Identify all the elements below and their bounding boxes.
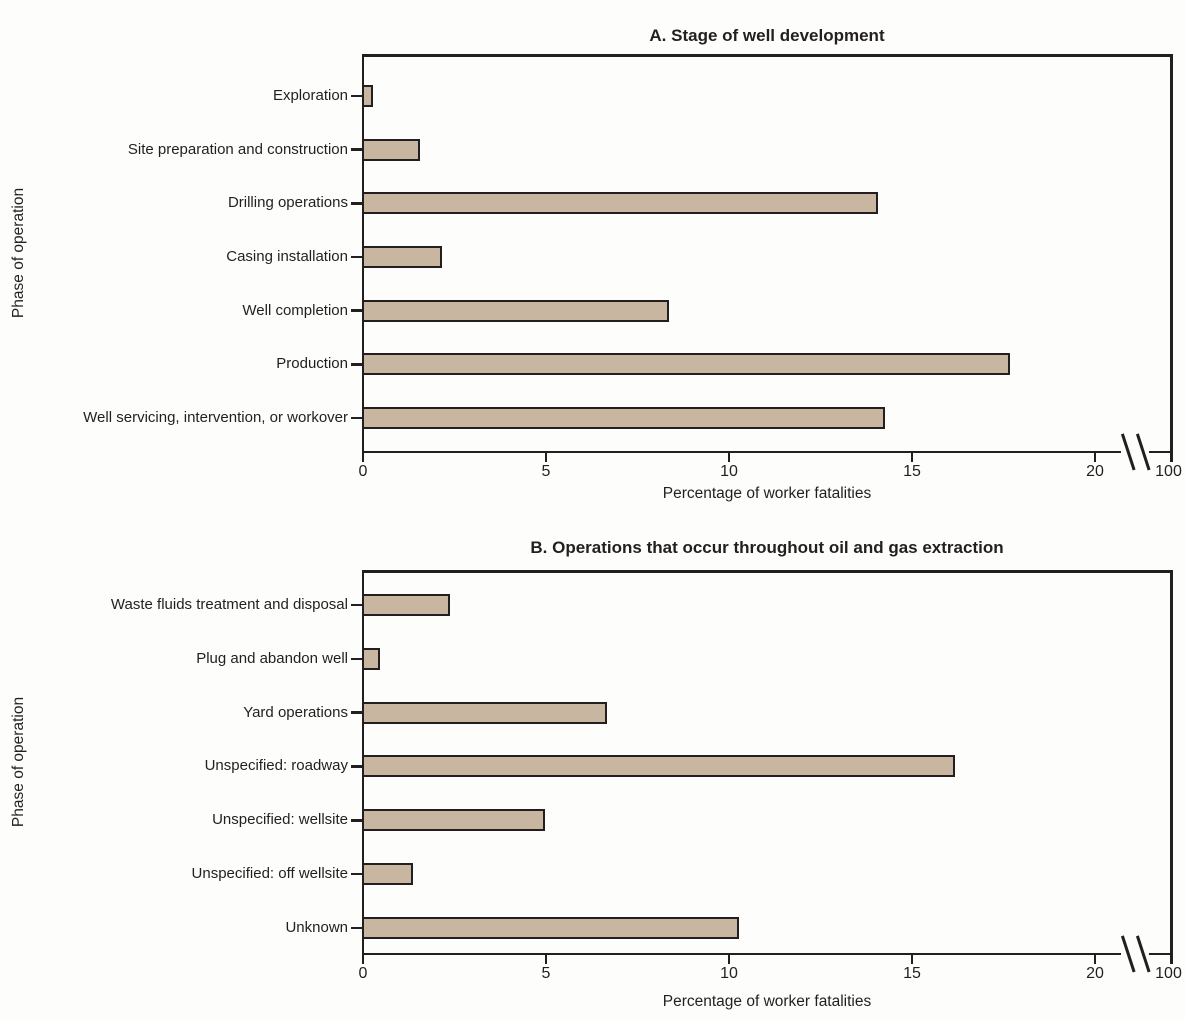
x-tick-label: 0 xyxy=(358,965,368,982)
x-tick-label: 10 xyxy=(720,463,738,480)
panel-b-x-axis-line xyxy=(1149,952,1173,955)
category-label: Exploration xyxy=(272,87,348,104)
y-tick xyxy=(351,255,362,259)
panel-a-title: A. Stage of well development xyxy=(649,26,885,45)
y-tick xyxy=(351,416,362,420)
category-label: Well servicing, intervention, or workove… xyxy=(83,409,348,427)
category-label: Site preparation and construction xyxy=(127,140,348,158)
category-label: Production xyxy=(276,355,348,373)
y-tick xyxy=(351,363,362,366)
category-label: Unspecified: off wellsite xyxy=(191,865,348,883)
x-tick-label: 15 xyxy=(903,463,921,480)
x-tick xyxy=(727,955,731,964)
y-tick xyxy=(351,819,362,822)
category-label: Unspecified: roadway xyxy=(204,757,348,775)
y-tick xyxy=(351,148,362,151)
panel-b-border-right xyxy=(1170,570,1173,955)
panel-b-title: B. Operations that occur throughout oil … xyxy=(530,538,1004,557)
y-tick xyxy=(351,872,362,876)
x-tick-label: 15 xyxy=(903,965,921,982)
y-tick xyxy=(351,765,362,768)
category-label: Unknown xyxy=(285,918,348,936)
panel-a-border-top xyxy=(361,54,1173,57)
panel-b-x-axis-line xyxy=(361,952,1121,955)
x-tick-label: 5 xyxy=(541,463,551,480)
x-tick xyxy=(544,955,548,964)
category-label: Well completion xyxy=(242,301,348,319)
x-tick-label: 20 xyxy=(1086,965,1104,982)
bar xyxy=(361,192,878,215)
panel-a-x-axis-line xyxy=(1149,450,1173,453)
x-tick xyxy=(361,453,365,462)
bar xyxy=(361,353,1010,376)
x-tick xyxy=(727,453,731,462)
y-tick xyxy=(351,603,362,607)
y-tick xyxy=(351,94,362,98)
bar xyxy=(361,138,421,161)
bar xyxy=(361,916,739,939)
panel-a-y-axis-title: Phase of operation xyxy=(10,187,27,319)
bar xyxy=(361,863,414,886)
bar xyxy=(361,701,608,724)
y-tick xyxy=(351,711,362,714)
panel-a-border-right xyxy=(1170,54,1173,453)
category-label: Waste fluids treatment and disposal xyxy=(110,596,348,613)
x-tick-label: 10 xyxy=(720,965,738,982)
bar xyxy=(361,407,886,430)
panel-b-border-top xyxy=(361,570,1173,573)
bar xyxy=(361,85,373,107)
panel-a-x-axis-line xyxy=(361,450,1121,453)
y-tick xyxy=(351,202,362,205)
category-label: Drilling operations xyxy=(227,194,348,212)
bar xyxy=(361,594,450,616)
x-tick xyxy=(910,453,914,462)
category-label: Plug and abandon well xyxy=(196,649,348,667)
x-tick xyxy=(544,453,548,462)
x-tick xyxy=(910,955,914,964)
bar xyxy=(361,809,545,832)
bar xyxy=(361,755,955,778)
x-tick xyxy=(1093,453,1097,462)
panel-b-x-axis-title: Percentage of worker fatalities xyxy=(662,993,872,1010)
x-tick xyxy=(361,955,365,964)
x-tick-label: 20 xyxy=(1086,463,1104,480)
bar xyxy=(361,299,670,322)
x-tick xyxy=(1170,453,1173,462)
y-tick xyxy=(351,657,362,661)
y-tick xyxy=(351,926,362,930)
x-tick-label: 100 xyxy=(1155,463,1182,480)
x-tick-label: 0 xyxy=(358,463,368,480)
category-label: Casing installation xyxy=(226,248,348,265)
x-tick xyxy=(1170,955,1173,964)
x-tick-label: 100 xyxy=(1155,965,1182,982)
category-label: Unspecified: wellsite xyxy=(212,811,348,829)
panel-b-y-axis-title: Phase of operation xyxy=(10,696,27,828)
bar xyxy=(361,246,443,268)
x-tick xyxy=(1093,955,1097,964)
category-label: Yard operations xyxy=(243,703,348,721)
x-tick-label: 5 xyxy=(541,965,551,982)
y-tick xyxy=(351,309,362,312)
bar xyxy=(361,647,381,670)
panel-a-x-axis-title: Percentage of worker fatalities xyxy=(662,485,872,502)
